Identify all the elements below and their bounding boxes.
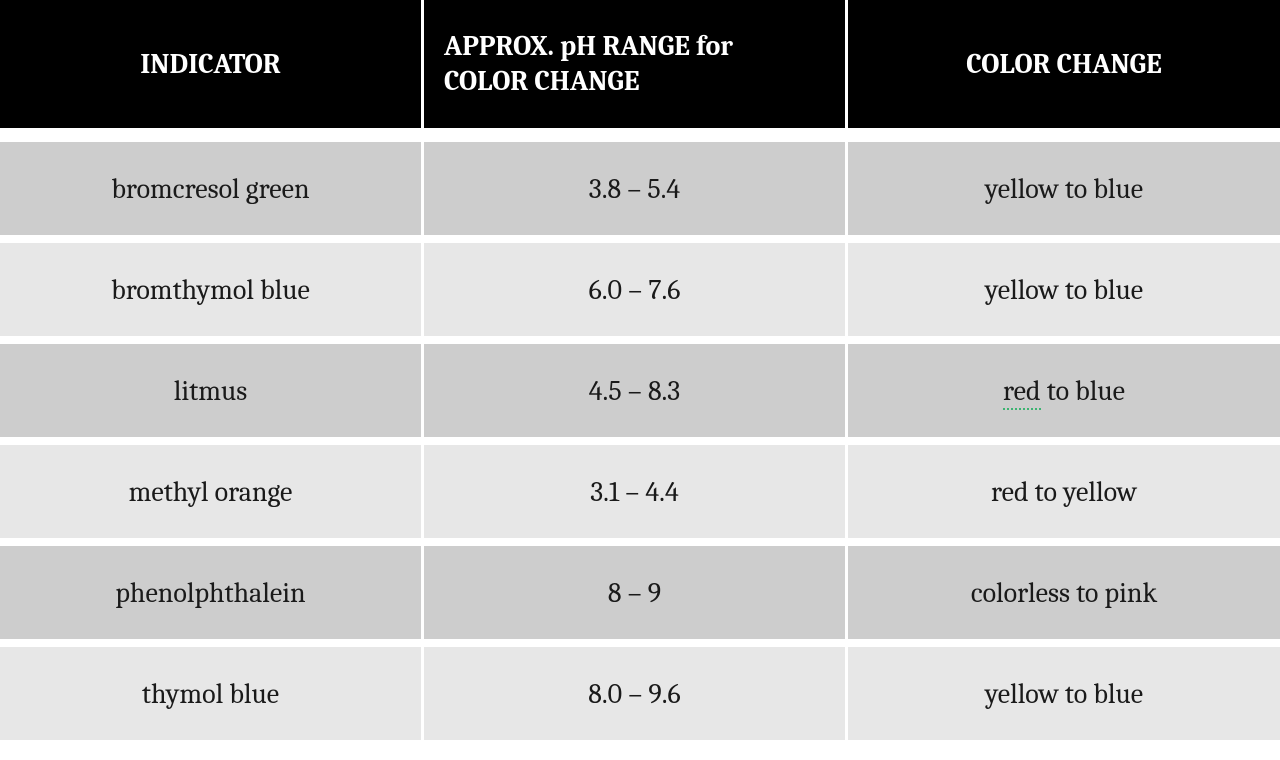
table-row: bromcresol green 3.8 – 5.4 yellow to blu…	[0, 142, 1280, 243]
cell-ph-range: 8 – 9	[424, 546, 848, 647]
cell-color-change: red to yellow	[848, 445, 1280, 546]
table-row: phenolphthalein 8 – 9 colorless to pink	[0, 546, 1280, 647]
table-row: bromthymol blue 6.0 – 7.6 yellow to blue	[0, 243, 1280, 344]
cell-color-change: yellow to blue	[848, 647, 1280, 748]
cell-ph-range: 3.1 – 4.4	[424, 445, 848, 546]
cell-color-change: yellow to blue	[848, 243, 1280, 344]
table-row: litmus 4.5 – 8.3 red to blue	[0, 344, 1280, 445]
cell-indicator: bromcresol green	[0, 142, 424, 243]
cell-indicator: thymol blue	[0, 647, 424, 748]
indicator-table: INDICATOR APPROX. pH RANGE for COLOR CHA…	[0, 0, 1280, 748]
cell-color-change: yellow to blue	[848, 142, 1280, 243]
cell-ph-range: 6.0 – 7.6	[424, 243, 848, 344]
cell-indicator: litmus	[0, 344, 424, 445]
cell-color-change: colorless to pink	[848, 546, 1280, 647]
cell-ph-range: 4.5 – 8.3	[424, 344, 848, 445]
cell-color-change-rest: to blue	[1041, 375, 1125, 407]
table-header-row: INDICATOR APPROX. pH RANGE for COLOR CHA…	[0, 0, 1280, 142]
table-row: thymol blue 8.0 – 9.6 yellow to blue	[0, 647, 1280, 748]
spellcheck-squiggle: red	[1003, 375, 1041, 410]
col-header-indicator: INDICATOR	[0, 0, 424, 142]
cell-indicator: phenolphthalein	[0, 546, 424, 647]
col-header-ph-range: APPROX. pH RANGE for COLOR CHANGE	[424, 0, 848, 142]
table-row: methyl orange 3.1 – 4.4 red to yellow	[0, 445, 1280, 546]
cell-ph-range: 3.8 – 5.4	[424, 142, 848, 243]
cell-color-change: red to blue	[848, 344, 1280, 445]
cell-indicator: methyl orange	[0, 445, 424, 546]
col-header-color-change: COLOR CHANGE	[848, 0, 1280, 142]
cell-ph-range: 8.0 – 9.6	[424, 647, 848, 748]
cell-indicator: bromthymol blue	[0, 243, 424, 344]
